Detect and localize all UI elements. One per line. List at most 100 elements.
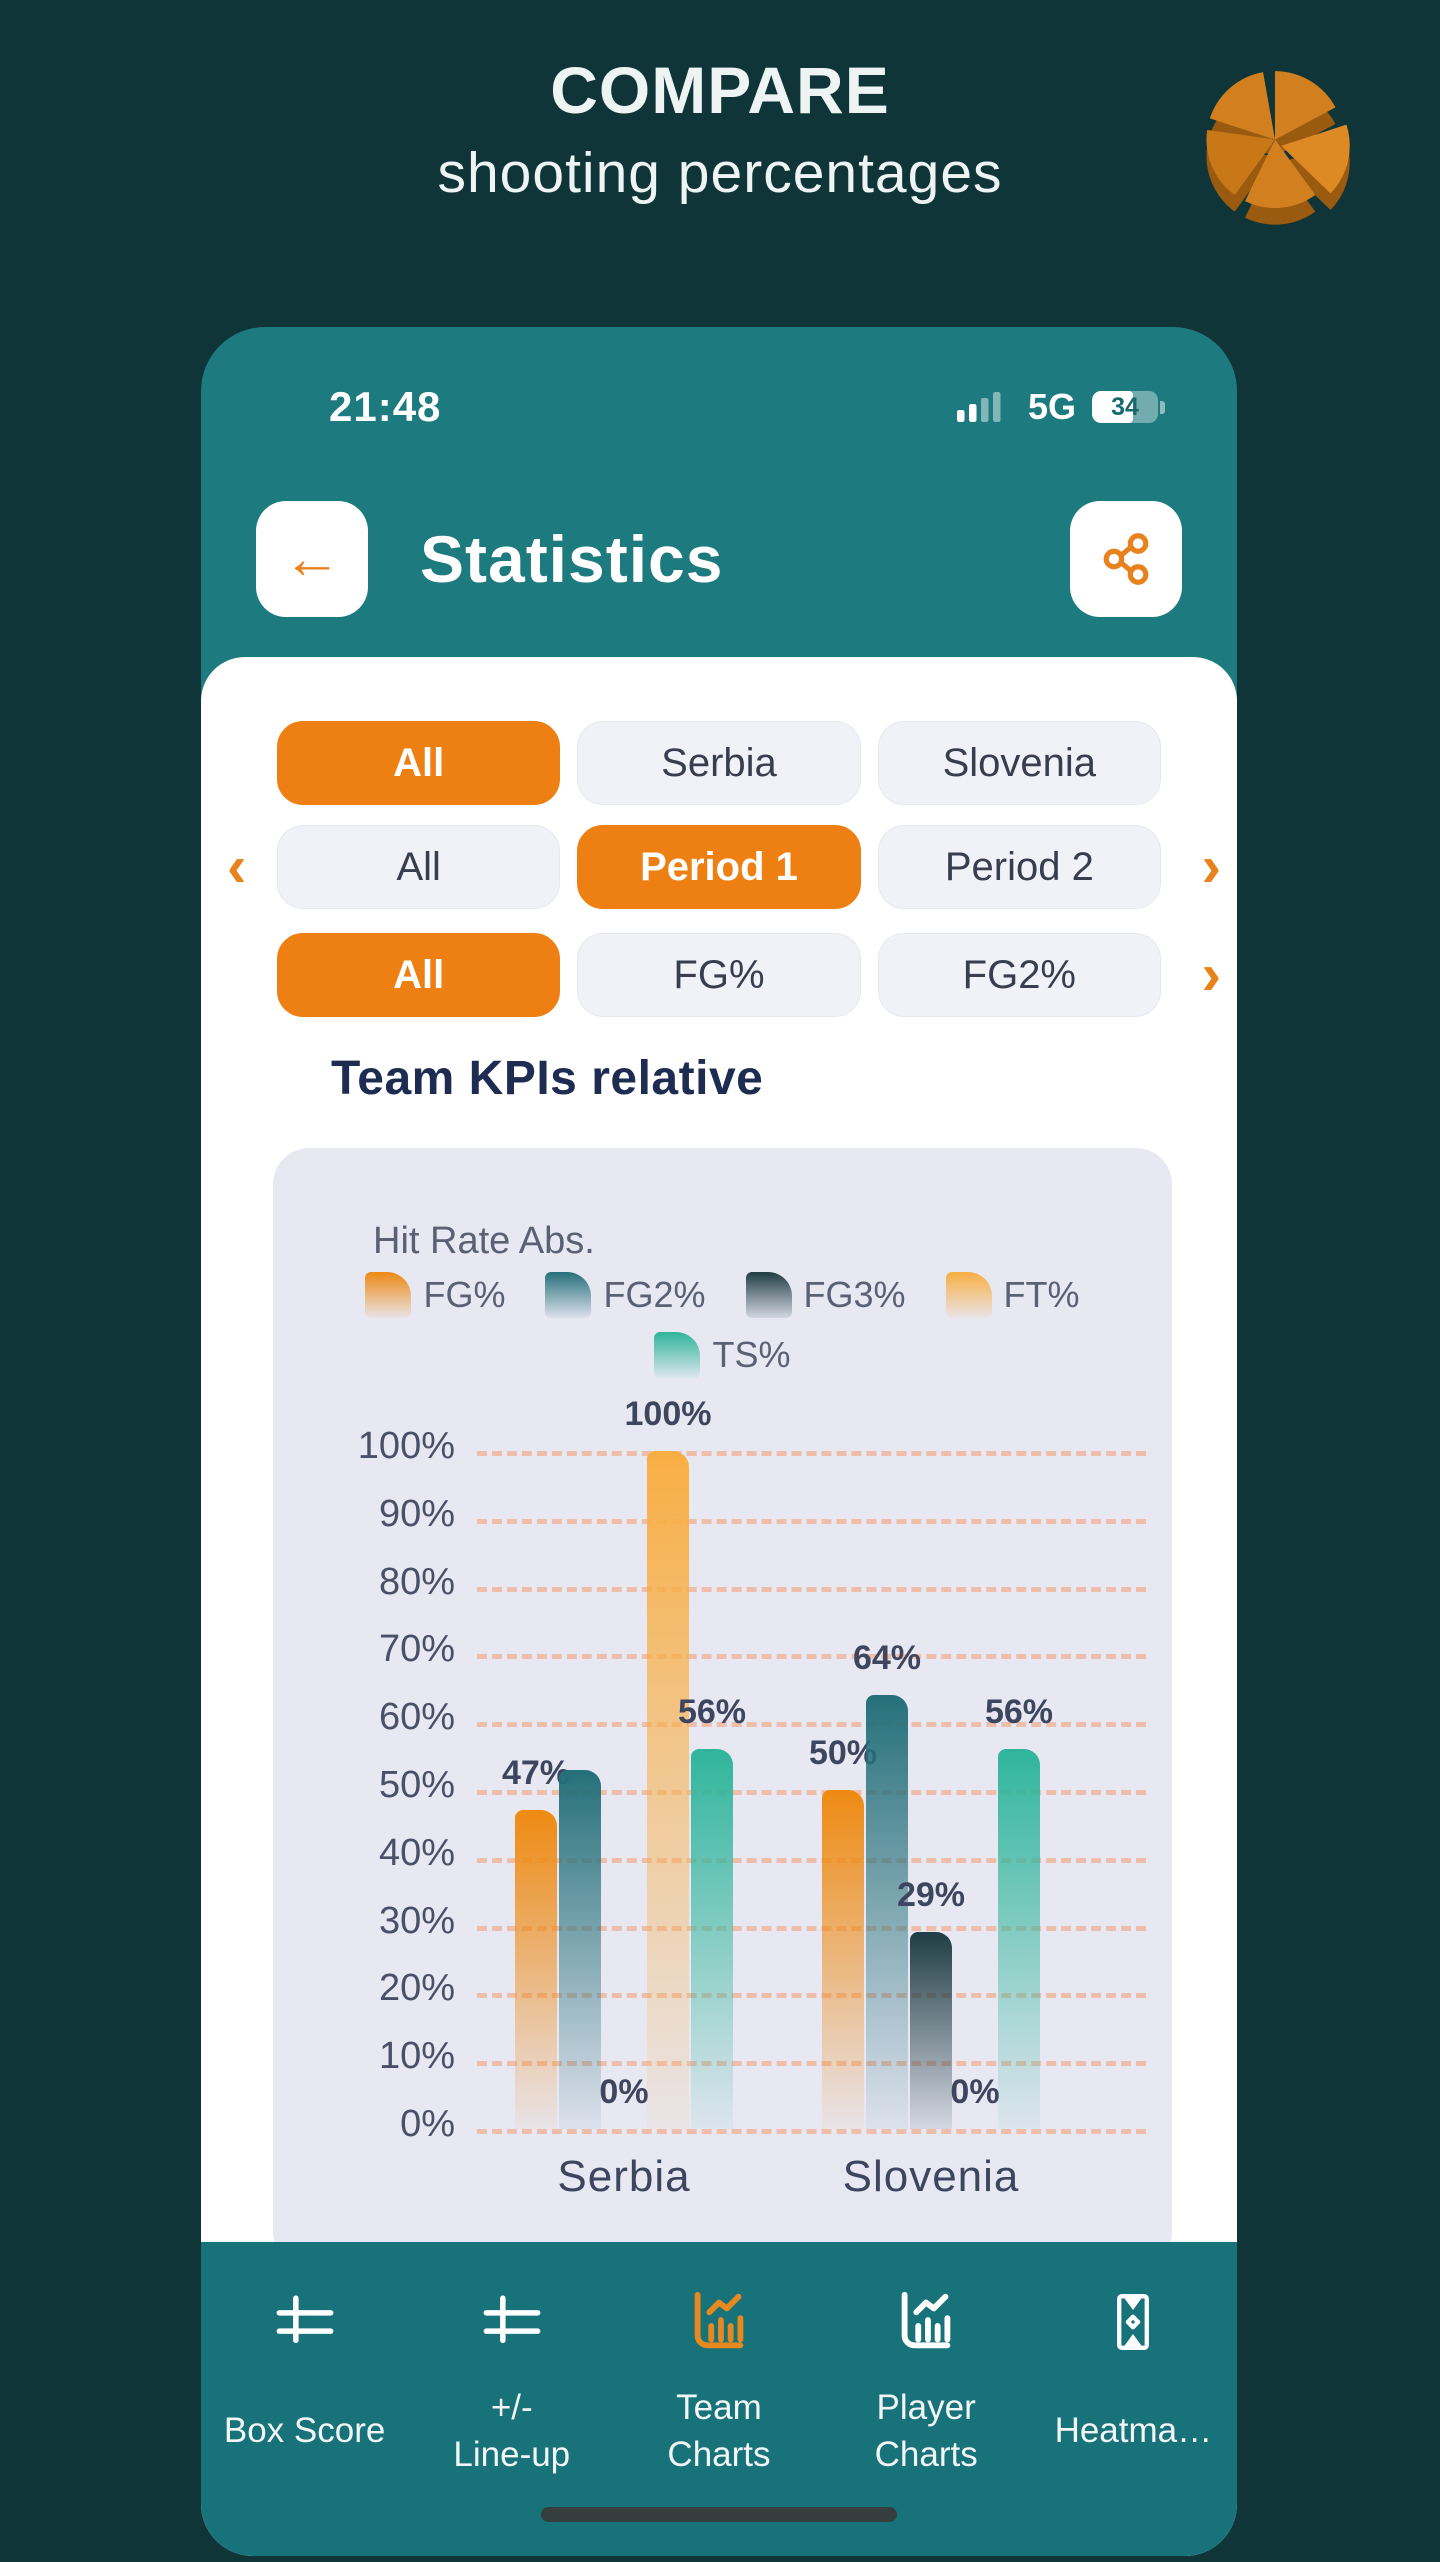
network-type-label: 5G — [1027, 386, 1076, 427]
content-sheet: All Serbia Slovenia ‹ All Period 1 Period 2 › Al… — [201, 657, 1237, 2556]
y-axis-tick-label: 10% — [378, 2035, 455, 2078]
bar-value-label: 56% — [984, 1693, 1054, 1731]
filter-chip[interactable]: All — [277, 933, 561, 1017]
bar-value-label: 0% — [599, 2073, 649, 2111]
filter-chip[interactable]: Period 1 — [577, 825, 861, 909]
chart-card: Hit Rate Abs. FG% FG2% FG3% FT% TS% 0% 10% 20%… — [273, 1148, 1172, 2268]
next-arrow-icon[interactable]: › — [1201, 942, 1221, 1007]
nav-label-line: Heatma… — [1054, 2411, 1213, 2451]
player-charts-icon — [891, 2276, 961, 2368]
legend-series-label: FG3% — [803, 1274, 906, 1315]
filter-chip[interactable]: FG2% — [877, 933, 1161, 1017]
hero-text: COMPARE shooting percentages — [0, 52, 1440, 206]
share-button[interactable] — [1070, 501, 1182, 617]
grid-line — [477, 1790, 1146, 1795]
bar-value-label: 0% — [950, 2073, 1000, 2111]
nav-label-line: Team — [676, 2387, 762, 2427]
filter-chip[interactable]: FG% — [577, 933, 861, 1017]
filter-chip[interactable]: Slovenia — [877, 721, 1161, 805]
legend-series-label: TS% — [712, 1334, 791, 1375]
legend-series-label: FG2% — [603, 1274, 706, 1315]
nav-item-lineup[interactable]: +/- Line-up — [408, 2276, 615, 2556]
bar-fg3-slovenia — [910, 1932, 952, 2129]
nav-label-line: Line-up — [453, 2435, 571, 2474]
share-icon — [1103, 533, 1149, 585]
nav-item-label: Player Charts — [875, 2376, 978, 2486]
filter-row: All FG% FG2% › — [201, 933, 1237, 1017]
filter-rows: All Serbia Slovenia ‹ All Period 1 Period 2 › Al… — [201, 657, 1237, 1017]
back-button[interactable]: ← — [256, 501, 368, 617]
status-bar: 21:48 5G 34 — [329, 379, 1165, 435]
y-axis-tick-label: 90% — [378, 1492, 455, 1535]
filter-chip[interactable]: All — [277, 825, 561, 909]
legend-series-label: FT% — [1003, 1274, 1080, 1315]
nav-item-label: Heatma… — [1055, 2376, 1213, 2486]
grid-line — [477, 2129, 1146, 2134]
bar-value-label: 50% — [808, 1734, 878, 1772]
x-category-label: Serbia — [557, 2152, 691, 2201]
y-axis-tick-label: 100% — [357, 1425, 455, 1467]
next-arrow-icon[interactable]: › — [1201, 834, 1221, 899]
nav-item-team-charts[interactable]: Team Charts — [615, 2276, 822, 2556]
legend-row: TS% — [273, 1328, 1172, 1382]
home-indicator[interactable] — [541, 2507, 897, 2522]
bar-value-label: 47% — [501, 1754, 571, 1792]
bar-value-label: 29% — [896, 1876, 966, 1914]
y-axis-tick-label: 50% — [378, 1764, 455, 1806]
nav-item-label: Box Score — [224, 2376, 385, 2486]
filter-chip[interactable]: All — [277, 721, 561, 805]
y-axis-tick-label: 20% — [378, 1967, 455, 2010]
legend-row: FG% FG2% FG3% FT% — [273, 1268, 1172, 1322]
nav-item-box-score[interactable]: Box Score — [201, 2276, 408, 2556]
grid-line — [477, 2061, 1146, 2067]
battery-percent: 34 — [1111, 392, 1139, 421]
grid-line — [477, 1518, 1146, 1524]
legend-item: FT% — [945, 1272, 1080, 1318]
chart-legend: FG% FG2% FG3% FT% TS% — [273, 1268, 1172, 1388]
bar-ts-serbia — [691, 1749, 733, 2129]
status-icons: 5G 34 — [956, 386, 1165, 428]
bar-fg2-serbia — [559, 1770, 601, 2129]
team-charts-icon — [684, 2276, 754, 2368]
bar-fg-slovenia — [822, 1790, 864, 2129]
grid-line — [477, 1722, 1146, 1728]
hero-subtitle: shooting percentages — [437, 141, 1003, 205]
nav-label-line: Charts — [874, 2435, 978, 2474]
box-score-icon — [272, 2276, 338, 2368]
bar-value-label: 100% — [624, 1395, 712, 1433]
grid-line — [477, 1857, 1146, 1863]
bar-fg-serbia — [515, 1810, 557, 2129]
nav-item-player-charts[interactable]: Player Charts — [823, 2276, 1030, 2556]
bar-fg2-slovenia — [866, 1695, 908, 2129]
grid-line — [477, 1451, 1146, 1456]
legend-swatch — [365, 1272, 412, 1318]
bar-value-label: 64% — [852, 1639, 922, 1677]
y-axis-tick-label: 30% — [378, 1899, 455, 1942]
legend-swatch — [654, 1332, 701, 1378]
basketball-pie-icon — [1206, 71, 1350, 225]
battery-icon: 34 — [1092, 391, 1158, 423]
nav-item-heatmap[interactable]: Heatma… — [1030, 2276, 1237, 2556]
grid-line — [477, 1654, 1146, 1660]
bar-ft-serbia — [647, 1451, 689, 2129]
grid-line — [477, 1925, 1146, 1931]
nav-label-line: Charts — [667, 2435, 771, 2474]
filter-chip[interactable]: Serbia — [577, 721, 861, 805]
bar-ts-slovenia — [998, 1749, 1040, 2129]
filter-chip[interactable]: Period 2 — [877, 825, 1161, 909]
legend-swatch — [745, 1272, 792, 1318]
y-axis-tick-label: 70% — [378, 1628, 455, 1671]
legend-item: FG2% — [545, 1272, 706, 1318]
prev-arrow-icon[interactable]: ‹ — [227, 834, 247, 899]
x-category-label: Slovenia — [842, 2152, 1020, 2201]
legend-item: FG% — [365, 1272, 505, 1318]
nav-label-line: +/- — [490, 2387, 533, 2427]
phone-screenshot: 21:48 5G 34 ← Statistics — [201, 327, 1237, 2556]
nav-label-line: Player — [876, 2387, 976, 2427]
y-axis-tick-label: 60% — [378, 1696, 455, 1739]
battery-nub — [1160, 400, 1165, 414]
chart-title: Hit Rate Abs. — [373, 1220, 595, 1262]
nav-label-line: Box Score — [223, 2411, 386, 2451]
signal-strength-icon — [956, 392, 1001, 422]
